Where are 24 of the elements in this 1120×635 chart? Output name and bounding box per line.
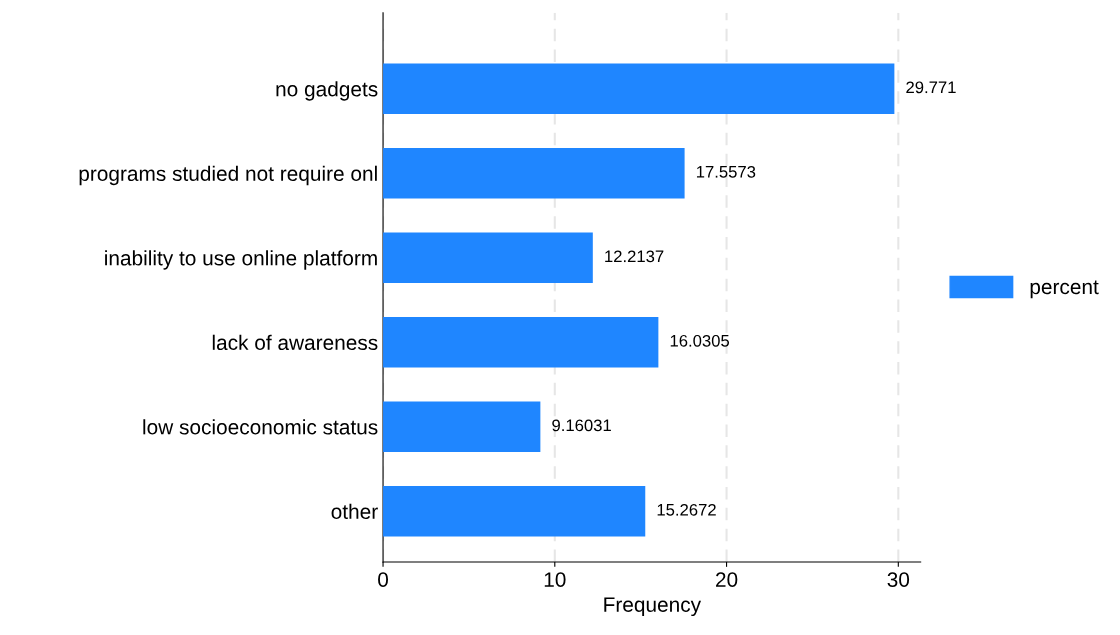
- data-label: 9.16031: [552, 419, 611, 432]
- y-tick-label: programs studied not require onl: [79, 165, 377, 186]
- x-tick-label: 30: [887, 572, 910, 587]
- bar: [383, 232, 593, 284]
- data-label: 17.5573: [696, 165, 756, 178]
- x-tick-label: 0: [378, 572, 389, 587]
- y-tick-label: inability to use online platform: [105, 250, 377, 270]
- y-tick-label: lack of awareness: [212, 334, 378, 351]
- y-tick-label: other: [331, 503, 378, 520]
- legend-label: percent: [1030, 280, 1099, 299]
- bar: [383, 63, 895, 115]
- bar: [383, 401, 541, 453]
- x-tick-label: 10: [544, 572, 566, 587]
- data-label: 15.2672: [657, 503, 716, 516]
- data-label: 12.2137: [605, 250, 664, 263]
- data-label: 29.771: [906, 81, 956, 94]
- bar: [383, 316, 659, 368]
- data-label: 16.0305: [670, 334, 730, 347]
- y-tick-label: low socioeconomic status: [143, 419, 378, 435]
- x-tick-label: 20: [716, 572, 738, 587]
- bar: [383, 147, 685, 199]
- bar: [383, 485, 646, 537]
- y-tick-label: no gadgets: [276, 81, 378, 101]
- x-axis-title: Frequency: [604, 597, 702, 617]
